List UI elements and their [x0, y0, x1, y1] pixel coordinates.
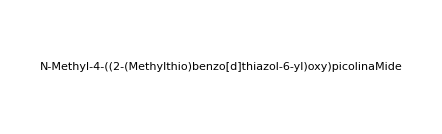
Text: N-Methyl-4-((2-(Methylthio)benzo[d]thiazol-6-yl)oxy)picolinaMide: N-Methyl-4-((2-(Methylthio)benzo[d]thiaz… — [40, 62, 402, 72]
